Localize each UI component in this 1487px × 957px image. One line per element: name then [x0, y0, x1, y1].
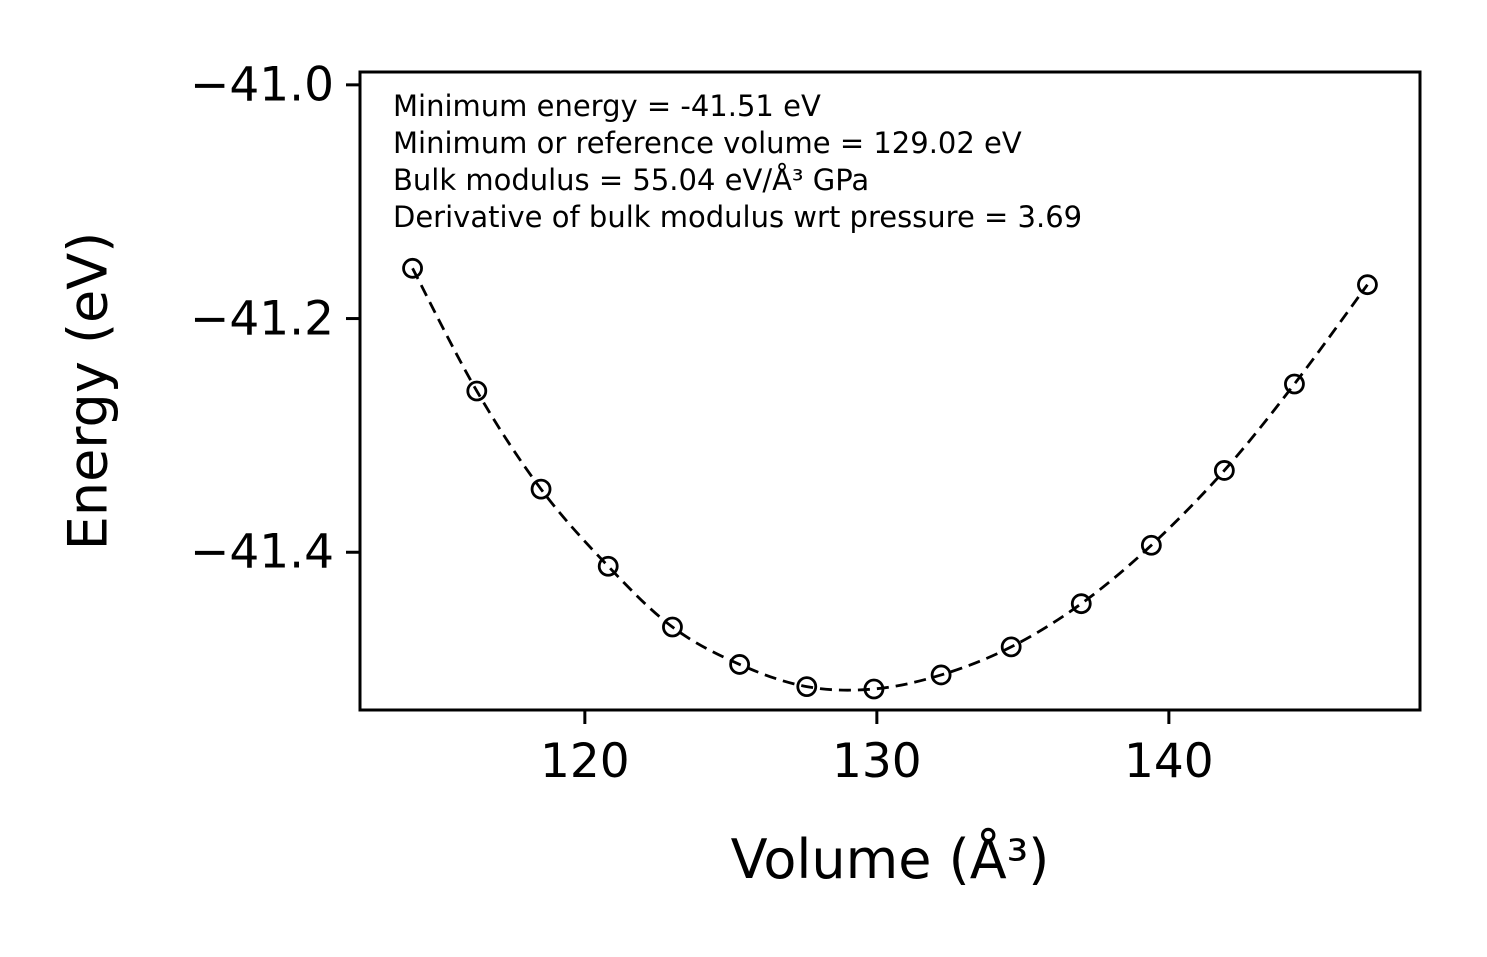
annotation-bulk-modulus: Bulk modulus = 55.04 eV/Å³ GPa: [393, 163, 870, 197]
data-point-marker: [1213, 460, 1235, 481]
data-point-marker: [662, 616, 683, 638]
annotation-minimum-volume: Minimum or reference volume = 129.02 eV: [393, 126, 1022, 160]
data-point-marker: [1140, 534, 1162, 556]
data-point-marker: [729, 654, 751, 675]
y-tick-label: −41.0: [189, 57, 334, 113]
data-point-marker: [1070, 593, 1092, 615]
data-point-marker: [930, 664, 952, 686]
x-tick-label: 130: [832, 734, 922, 789]
data-point-marker: [402, 257, 423, 279]
annotation-minimum-energy: Minimum energy = -41.51 eV: [393, 89, 821, 123]
y-tick-label: −41.2: [189, 291, 334, 347]
data-point-marker: [597, 555, 619, 577]
data-point-marker: [863, 678, 885, 700]
data-point-marker: [466, 380, 488, 402]
plot-frame: [358, 70, 1422, 712]
data-point-marker: [530, 478, 552, 500]
x-axis-label: Volume (Å³): [730, 828, 1050, 891]
data-point-marker: [1357, 274, 1378, 296]
y-tick-label: −41.4: [189, 524, 334, 580]
data-point-marker: [1000, 636, 1022, 658]
data-point-marker: [796, 676, 818, 698]
x-tick-label: 120: [539, 734, 630, 789]
annotation-bulk-modulus-derivative: Derivative of bulk modulus wrt pressure …: [393, 200, 1083, 234]
x-tick-label: 140: [1124, 734, 1214, 789]
data-point-marker: [1284, 373, 1305, 395]
y-axis-label: Energy (eV): [56, 231, 120, 551]
fit-results-annotation: Minimum energy = -41.51 eV Minimum or re…: [393, 88, 1082, 236]
